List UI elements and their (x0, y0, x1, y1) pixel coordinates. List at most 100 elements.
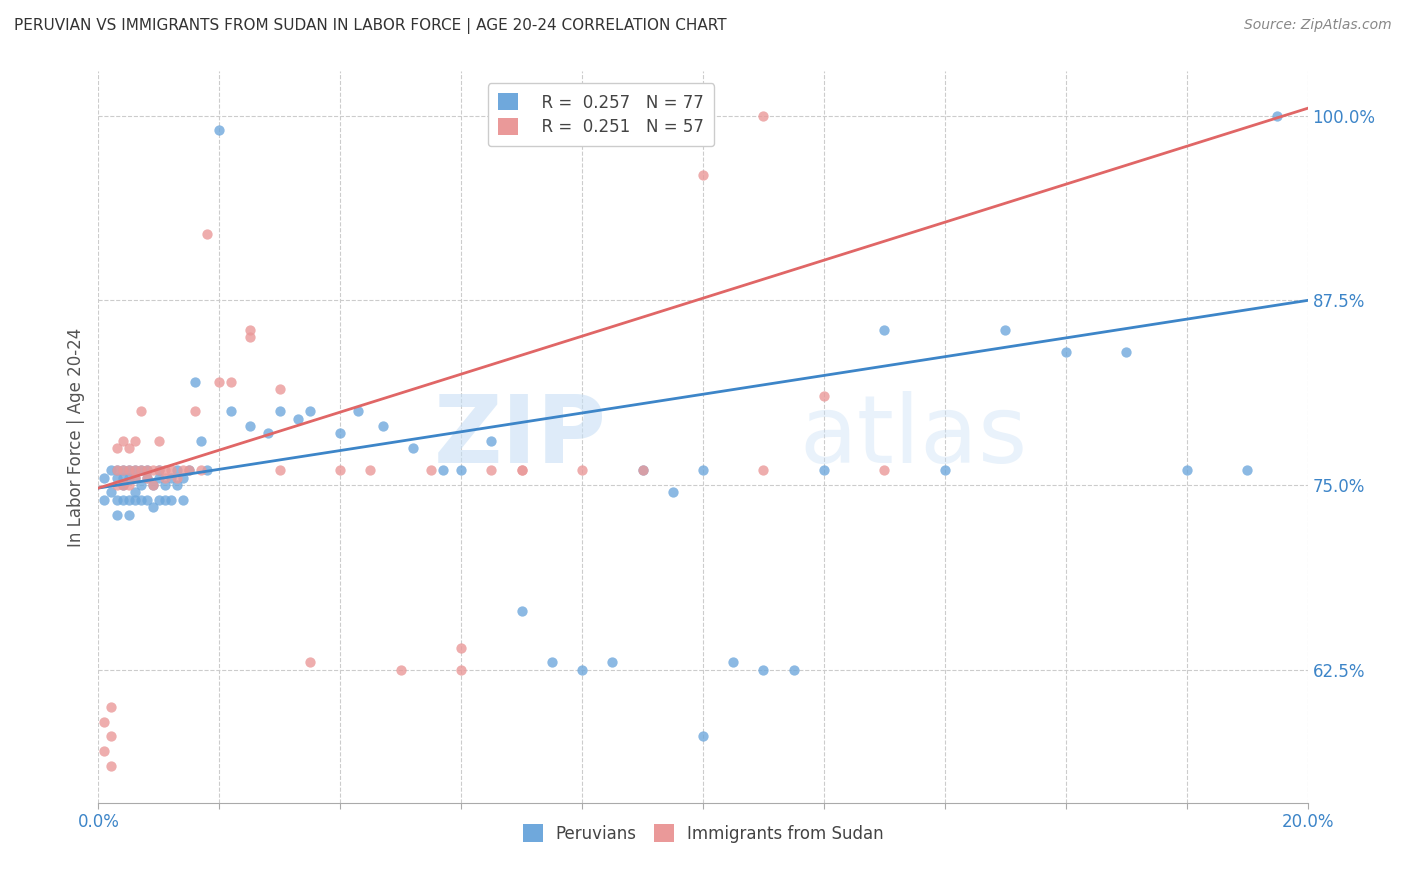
Point (723, 656, 745, 670)
Legend: Peruvians, Immigrants from Sudan: Peruvians, Immigrants from Sudan (516, 818, 890, 849)
Point (389, 663, 412, 677)
Point (124, 471, 146, 485)
Point (195, 463, 218, 477)
Point (124, 492, 146, 507)
Point (135, 463, 157, 477)
Point (934, 463, 956, 477)
Point (105, 478, 128, 492)
Point (100, 463, 122, 477)
Point (481, 434, 503, 448)
Text: atlas: atlas (800, 391, 1028, 483)
Point (256, 426, 278, 441)
Point (783, 663, 806, 677)
Point (118, 463, 141, 477)
Point (510, 604, 533, 618)
Point (540, 656, 562, 670)
Point (124, 471, 146, 485)
Point (510, 463, 533, 477)
Point (269, 463, 291, 477)
Point (124, 485, 146, 500)
Point (166, 478, 188, 492)
Point (873, 463, 896, 477)
Point (813, 463, 835, 477)
Point (111, 471, 134, 485)
Point (1236, 463, 1258, 477)
Point (160, 492, 183, 507)
Point (129, 463, 152, 477)
Point (184, 404, 207, 418)
Point (105, 471, 128, 485)
Point (1115, 345, 1137, 359)
Point (148, 471, 170, 485)
Point (111, 434, 134, 448)
Point (195, 227, 218, 241)
Point (239, 419, 262, 434)
Point (813, 389, 835, 403)
Point (135, 492, 157, 507)
Point (1175, 463, 1198, 477)
Text: PERUVIAN VS IMMIGRANTS FROM SUDAN IN LABOR FORCE | AGE 20-24 CORRELATION CHART: PERUVIAN VS IMMIGRANTS FROM SUDAN IN LAB… (14, 18, 727, 34)
Point (148, 463, 170, 477)
Point (124, 434, 146, 448)
Point (153, 471, 176, 485)
Point (93, 714, 115, 729)
Point (571, 463, 593, 477)
Point (450, 463, 472, 477)
Point (148, 492, 170, 507)
Point (661, 485, 683, 500)
Point (602, 656, 624, 670)
Point (100, 759, 122, 773)
Point (179, 463, 201, 477)
Point (142, 463, 165, 477)
Point (692, 729, 714, 743)
Point (299, 404, 322, 418)
Point (129, 463, 152, 477)
Point (93, 492, 115, 507)
Point (221, 404, 243, 418)
Point (360, 463, 382, 477)
Point (179, 463, 201, 477)
Point (190, 434, 212, 448)
Point (402, 441, 425, 455)
Point (100, 485, 122, 500)
Point (269, 382, 291, 396)
Point (129, 492, 152, 507)
Point (450, 663, 472, 677)
Point (166, 463, 188, 477)
Point (124, 463, 146, 477)
Point (571, 663, 593, 677)
Point (111, 478, 134, 492)
Point (510, 463, 533, 477)
Point (184, 375, 207, 389)
Point (172, 463, 194, 477)
Point (118, 478, 141, 492)
Point (105, 492, 128, 507)
Point (135, 471, 157, 485)
Point (111, 463, 134, 477)
Point (153, 492, 176, 507)
Point (118, 508, 141, 522)
Point (420, 463, 443, 477)
Point (450, 640, 472, 655)
Point (166, 471, 188, 485)
Point (129, 478, 152, 492)
Point (329, 463, 352, 477)
Point (118, 441, 141, 455)
Point (148, 434, 170, 448)
Point (135, 471, 157, 485)
Point (105, 463, 128, 477)
Point (160, 471, 183, 485)
Point (129, 404, 152, 418)
Point (160, 463, 183, 477)
Point (111, 478, 134, 492)
Point (752, 663, 775, 677)
Point (142, 500, 165, 515)
Point (208, 123, 231, 137)
Point (208, 375, 231, 389)
Point (239, 330, 262, 344)
Point (118, 471, 141, 485)
Point (111, 463, 134, 477)
Point (752, 463, 775, 477)
Point (172, 492, 194, 507)
Point (105, 463, 128, 477)
